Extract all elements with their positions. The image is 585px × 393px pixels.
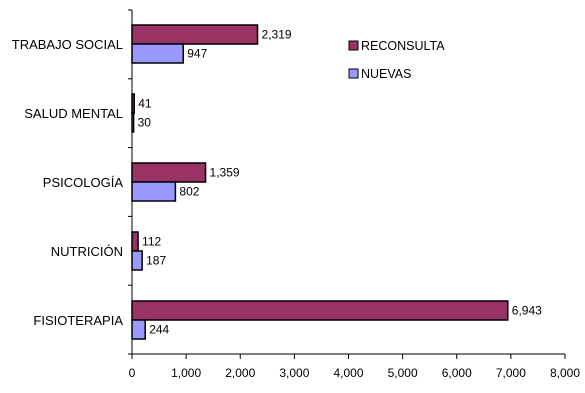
value-label: 30 — [138, 116, 152, 130]
legend-label: RECONSULTA — [361, 39, 445, 53]
value-label: 2,319 — [262, 28, 292, 42]
category-label: SALUD MENTAL — [24, 106, 123, 121]
bar-nuevas-2 — [131, 181, 177, 202]
bars-group — [131, 24, 509, 340]
x-tick-label: 7,000 — [496, 366, 526, 380]
x-tick-label: 3,000 — [279, 366, 309, 380]
bar-nuevas-3 — [131, 250, 143, 271]
bar-reconsulta-3 — [131, 231, 139, 252]
legend-label: NUEVAS — [361, 67, 411, 81]
value-label: 1,359 — [210, 166, 240, 180]
x-tick-label: 4,000 — [333, 366, 363, 380]
x-tick-label: 2,000 — [225, 366, 255, 380]
category-labels-group: TRABAJO SOCIAL SALUD MENTAL PSICOLOGÍA NUTR… — [12, 37, 124, 328]
bar-reconsulta-2 — [131, 162, 207, 183]
x-tick-label: 6,000 — [442, 366, 472, 380]
value-label: 112 — [142, 235, 161, 249]
value-label: 41 — [138, 97, 152, 111]
bar-nuevas-0 — [131, 43, 185, 64]
x-tick-label: 0 — [129, 366, 136, 380]
category-label: PSICOLOGÍA — [43, 175, 124, 190]
legend: RECONSULTA NUEVAS — [348, 39, 445, 81]
value-labels-group: 2,319 947 41 30 1,359 802 112 187 6,943 244 — [138, 28, 543, 337]
category-label: NUTRICIÓN — [51, 244, 123, 259]
legend-swatch-nuevas — [348, 68, 359, 79]
bar-reconsulta-4 — [131, 300, 509, 321]
value-label: 947 — [187, 47, 207, 61]
axes-group: 0 1,000 2,000 3,000 4,000 5,000 6,000 7,000 8,00… — [128, 9, 580, 380]
x-tick-label: 5,000 — [388, 366, 418, 380]
x-tick-label: 1,000 — [171, 366, 201, 380]
legend-swatch-reconsulta — [348, 40, 359, 51]
x-tick-label: 8,000 — [550, 366, 580, 380]
category-label: TRABAJO SOCIAL — [12, 37, 123, 52]
bar-reconsulta-0 — [131, 24, 259, 45]
value-label: 244 — [149, 323, 169, 337]
value-label: 802 — [179, 185, 199, 199]
value-label: 6,943 — [512, 304, 542, 318]
category-label: FISIOTERAPIA — [33, 313, 123, 328]
bar-nuevas-4 — [131, 319, 146, 340]
value-label: 187 — [146, 254, 166, 268]
